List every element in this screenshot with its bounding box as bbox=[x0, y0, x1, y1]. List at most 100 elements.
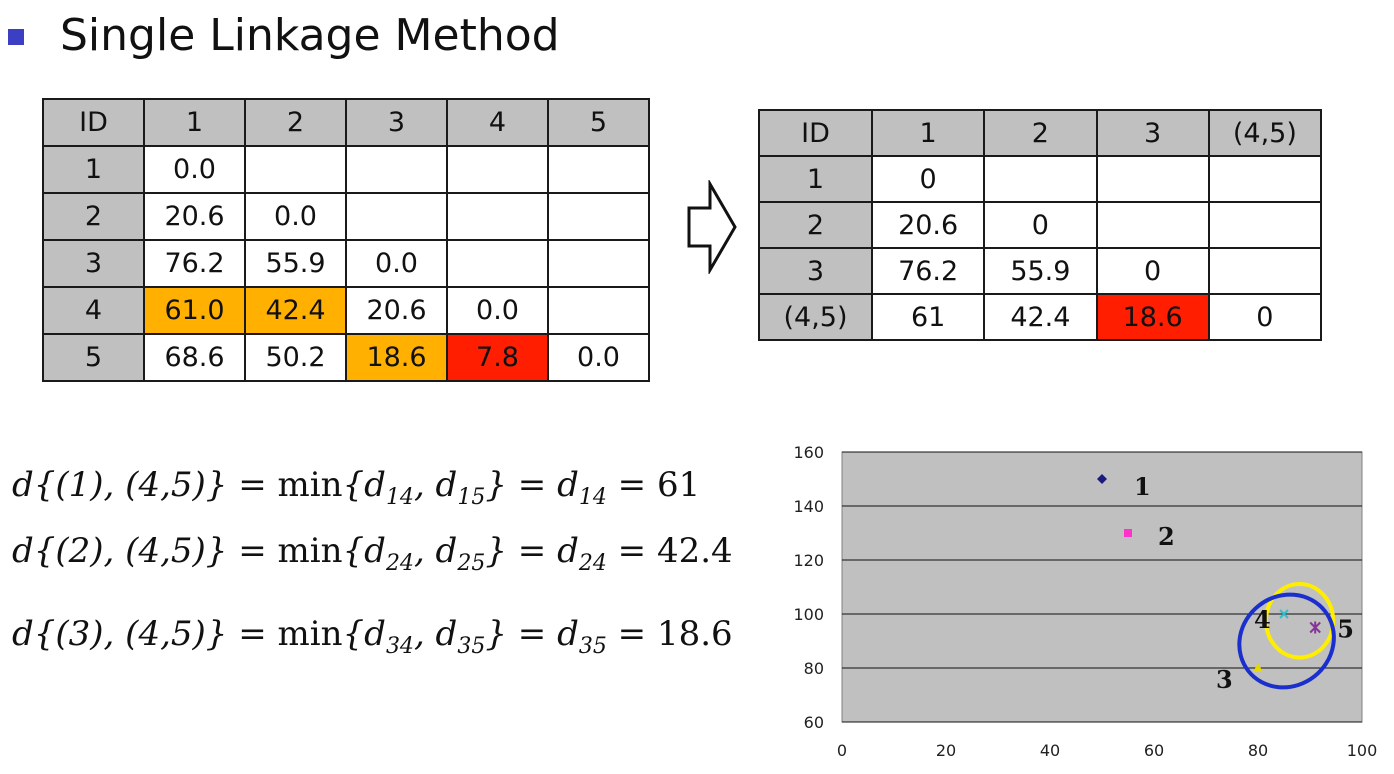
highlighted-cell: 61.0 bbox=[143, 286, 246, 335]
header-cell: ID bbox=[758, 109, 873, 157]
formula-subscript: 14 bbox=[385, 484, 414, 510]
min-distance-cell: 18.6 bbox=[1095, 293, 1210, 341]
table-cell: 0 bbox=[1095, 247, 1210, 295]
row-id-cell: 3 bbox=[42, 239, 145, 288]
table-cell: 0.0 bbox=[244, 192, 347, 241]
merged-distance-matrix-table: ID 1 2 3 (4,5) 1 0 2 20.6 0 3 76.2 55.9 … bbox=[758, 109, 1323, 341]
table-cell bbox=[244, 145, 347, 194]
row-id-cell: 2 bbox=[42, 192, 145, 241]
x-tick-label: 20 bbox=[936, 741, 956, 760]
table-cell bbox=[446, 145, 549, 194]
header-cell: 5 bbox=[547, 98, 650, 147]
table-cell: 68.6 bbox=[143, 333, 246, 382]
y-tick-label: 120 bbox=[793, 551, 824, 570]
data-point-label: 5 bbox=[1337, 615, 1354, 644]
table-cell: 0.0 bbox=[547, 333, 650, 382]
table-row: 3 76.2 55.9 0 bbox=[758, 247, 1323, 295]
data-point bbox=[1279, 609, 1289, 619]
data-point bbox=[1309, 621, 1321, 634]
formula-subscript: 35 bbox=[457, 633, 486, 659]
table-row: 2 20.6 0.0 bbox=[42, 192, 650, 241]
x-tick-label: 100 bbox=[1347, 741, 1378, 760]
data-point-label: 2 bbox=[1158, 522, 1175, 551]
data-point bbox=[1124, 529, 1132, 537]
formula-value: 18.6 bbox=[656, 614, 733, 654]
table-cell: 76.2 bbox=[870, 247, 986, 295]
table-cell: 55.9 bbox=[983, 247, 1098, 295]
formula-subscript: 34 bbox=[385, 633, 414, 659]
row-id-cell: (4,5) bbox=[758, 293, 873, 341]
header-cell: 2 bbox=[244, 98, 347, 147]
table-cell bbox=[1207, 247, 1323, 295]
table-cell: 0 bbox=[983, 201, 1098, 249]
cluster-ellipse bbox=[1237, 592, 1336, 690]
x-tick-label: 80 bbox=[1248, 741, 1268, 760]
highlighted-cell: 18.6 bbox=[345, 333, 448, 382]
formula-subscript: 24 bbox=[385, 550, 414, 576]
table-cell: 20.6 bbox=[345, 286, 448, 335]
header-cell: ID bbox=[42, 98, 145, 147]
distance-matrix-table: ID 1 2 3 4 5 1 0.0 2 20.6 0.0 3 76.2 55.… bbox=[42, 98, 650, 382]
table-cell bbox=[983, 155, 1098, 203]
header-cell: 2 bbox=[983, 109, 1098, 157]
row-id-cell: 5 bbox=[42, 333, 145, 382]
table-cell bbox=[345, 145, 448, 194]
table-header-row: ID 1 2 3 4 5 bbox=[42, 98, 650, 147]
table-row: 5 68.6 50.2 18.6 7.8 0.0 bbox=[42, 333, 650, 382]
formula-value: 42.4 bbox=[656, 531, 733, 571]
formula-1: d{(1), (4,5)} = min{d14, d15} = d14 = 61 bbox=[12, 465, 701, 510]
y-tick-label: 60 bbox=[804, 713, 824, 732]
table-cell: 0 bbox=[1207, 293, 1323, 341]
table-cell: 0 bbox=[870, 155, 986, 203]
header-cell: 3 bbox=[345, 98, 448, 147]
formula-subscript: 15 bbox=[457, 484, 486, 510]
table-cell bbox=[547, 286, 650, 335]
formula-lhs: d{(2), (4,5)} bbox=[12, 531, 228, 571]
table-row: 4 61.0 42.4 20.6 0.0 bbox=[42, 286, 650, 335]
plot-area bbox=[841, 451, 1363, 723]
row-id-cell: 2 bbox=[758, 201, 873, 249]
table-cell: 42.4 bbox=[983, 293, 1098, 341]
row-id-cell: 3 bbox=[758, 247, 873, 295]
x-tick-label: 40 bbox=[1040, 741, 1060, 760]
bullet-square bbox=[8, 29, 24, 45]
table-row: 1 0.0 bbox=[42, 145, 650, 194]
formula-2: d{(2), (4,5)} = min{d24, d25} = d24 = 42… bbox=[12, 531, 733, 576]
header-cell: 4 bbox=[446, 98, 549, 147]
table-cell: 0.0 bbox=[345, 239, 448, 288]
header-cell: 1 bbox=[870, 109, 986, 157]
data-point-label: 1 bbox=[1134, 472, 1151, 501]
slide-title: Single Linkage Method bbox=[60, 10, 560, 61]
table-cell bbox=[446, 239, 549, 288]
table-cell: 20.6 bbox=[870, 201, 986, 249]
x-tick-label: 60 bbox=[1144, 741, 1164, 760]
table-cell: 55.9 bbox=[244, 239, 347, 288]
formula-lhs: d{(1), (4,5)} bbox=[12, 465, 228, 505]
table-row: (4,5) 61 42.4 18.6 0 bbox=[758, 293, 1323, 341]
highlighted-cell: 42.4 bbox=[244, 286, 347, 335]
scatter-chart: 60 80 100 120 140 160 0 20 40 60 80 100 12 3 4 5 bbox=[793, 443, 1378, 760]
header-cell: 3 bbox=[1095, 109, 1210, 157]
table-cell bbox=[547, 192, 650, 241]
formula-3: d{(3), (4,5)} = min{d34, d35} = d35 = 18… bbox=[12, 614, 733, 659]
x-tick-label: 0 bbox=[837, 741, 847, 760]
header-cell: (4,5) bbox=[1207, 109, 1323, 157]
table-cell: 61 bbox=[870, 293, 986, 341]
formula-subscript: 14 bbox=[578, 484, 607, 510]
table-row: 2 20.6 0 bbox=[758, 201, 1323, 249]
formula-lhs: d{(3), (4,5)} bbox=[12, 614, 228, 654]
table-cell: 0.0 bbox=[446, 286, 549, 335]
table-cell bbox=[446, 192, 549, 241]
cluster-ellipse bbox=[1263, 582, 1336, 660]
table-cell bbox=[1207, 201, 1323, 249]
row-id-cell: 4 bbox=[42, 286, 145, 335]
data-point bbox=[1253, 663, 1263, 672]
table-header-row: ID 1 2 3 (4,5) bbox=[758, 109, 1323, 157]
row-id-cell: 1 bbox=[758, 155, 873, 203]
table-cell: 20.6 bbox=[143, 192, 246, 241]
formula-subscript: 24 bbox=[578, 550, 607, 576]
y-tick-label: 160 bbox=[793, 443, 824, 462]
table-row: 3 76.2 55.9 0.0 bbox=[42, 239, 650, 288]
row-id-cell: 1 bbox=[42, 145, 145, 194]
table-cell bbox=[547, 239, 650, 288]
